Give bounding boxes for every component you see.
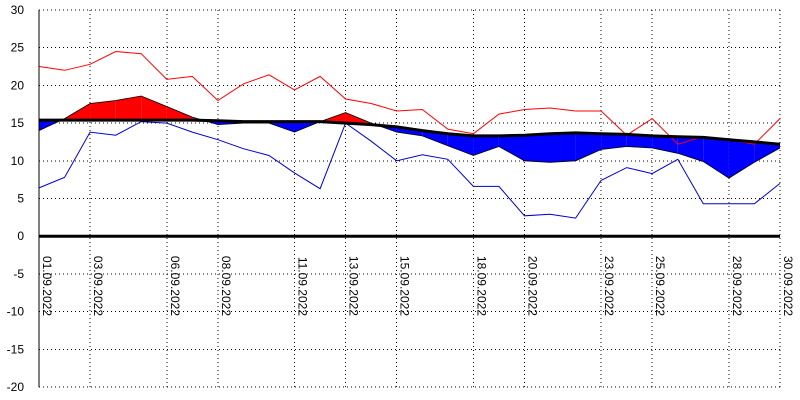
x-tick-label: 30.09.2022 (781, 256, 795, 316)
y-tick-label: -5 (13, 267, 24, 281)
x-tick-label: 13.09.2022 (347, 256, 361, 316)
x-tick-label: 28.09.2022 (730, 256, 744, 316)
below-normal-area (728, 139, 755, 179)
above-normal-area (166, 106, 193, 121)
x-tick-label: 08.09.2022 (219, 256, 233, 316)
below-normal-area (575, 132, 602, 161)
x-tick-label: 01.09.2022 (40, 256, 54, 316)
axes: 30 25 20 15 10 5 0 -5 -10 -15 -20 01.09.2022 03.09.2… (7, 3, 795, 394)
y-tick-label: 20 (11, 78, 25, 92)
min-temperature-line (38, 121, 781, 219)
max-temperature-line (38, 50, 781, 145)
below-normal-area (703, 137, 729, 179)
below-normal-area (601, 133, 627, 150)
below-normal-area (754, 141, 780, 163)
series-lines (38, 50, 781, 238)
mean-temperature-line (38, 95, 781, 179)
grid (38, 9, 781, 388)
x-tick-label: 11.09.2022 (296, 257, 310, 316)
x-tick-label: 23.09.2022 (602, 256, 616, 316)
x-tick-label: 03.09.2022 (91, 256, 105, 316)
y-tick-label: 30 (11, 3, 25, 17)
y-tick-label: -15 (7, 342, 25, 356)
y-tick-label: 10 (11, 154, 25, 168)
y-tick-label: 5 (17, 192, 24, 206)
y-tick-label: 25 (11, 41, 25, 55)
x-tick-label: 06.09.2022 (168, 256, 182, 316)
below-normal-area (447, 133, 474, 156)
below-normal-area (550, 132, 576, 163)
below-normal-area (473, 135, 499, 156)
below-normal-area (498, 135, 525, 161)
below-normal-area (626, 134, 653, 148)
x-tick-label: 20.09.2022 (525, 256, 539, 316)
above-normal-area (90, 100, 116, 121)
anomaly-areas (39, 96, 780, 179)
above-normal-area (141, 96, 167, 121)
y-tick-label: 15 (11, 116, 25, 130)
below-normal-area (524, 133, 550, 163)
x-tick-label: 15.09.2022 (398, 256, 412, 316)
above-normal-area (115, 96, 142, 121)
x-tick-label: 25.09.2022 (653, 256, 667, 316)
x-tick-label: 18.09.2022 (474, 256, 488, 316)
y-tick-label: -10 (7, 305, 25, 319)
y-tick-label: -20 (7, 380, 25, 394)
y-tick-label: 0 (17, 229, 24, 243)
normal-temperature-line (39, 118, 781, 146)
